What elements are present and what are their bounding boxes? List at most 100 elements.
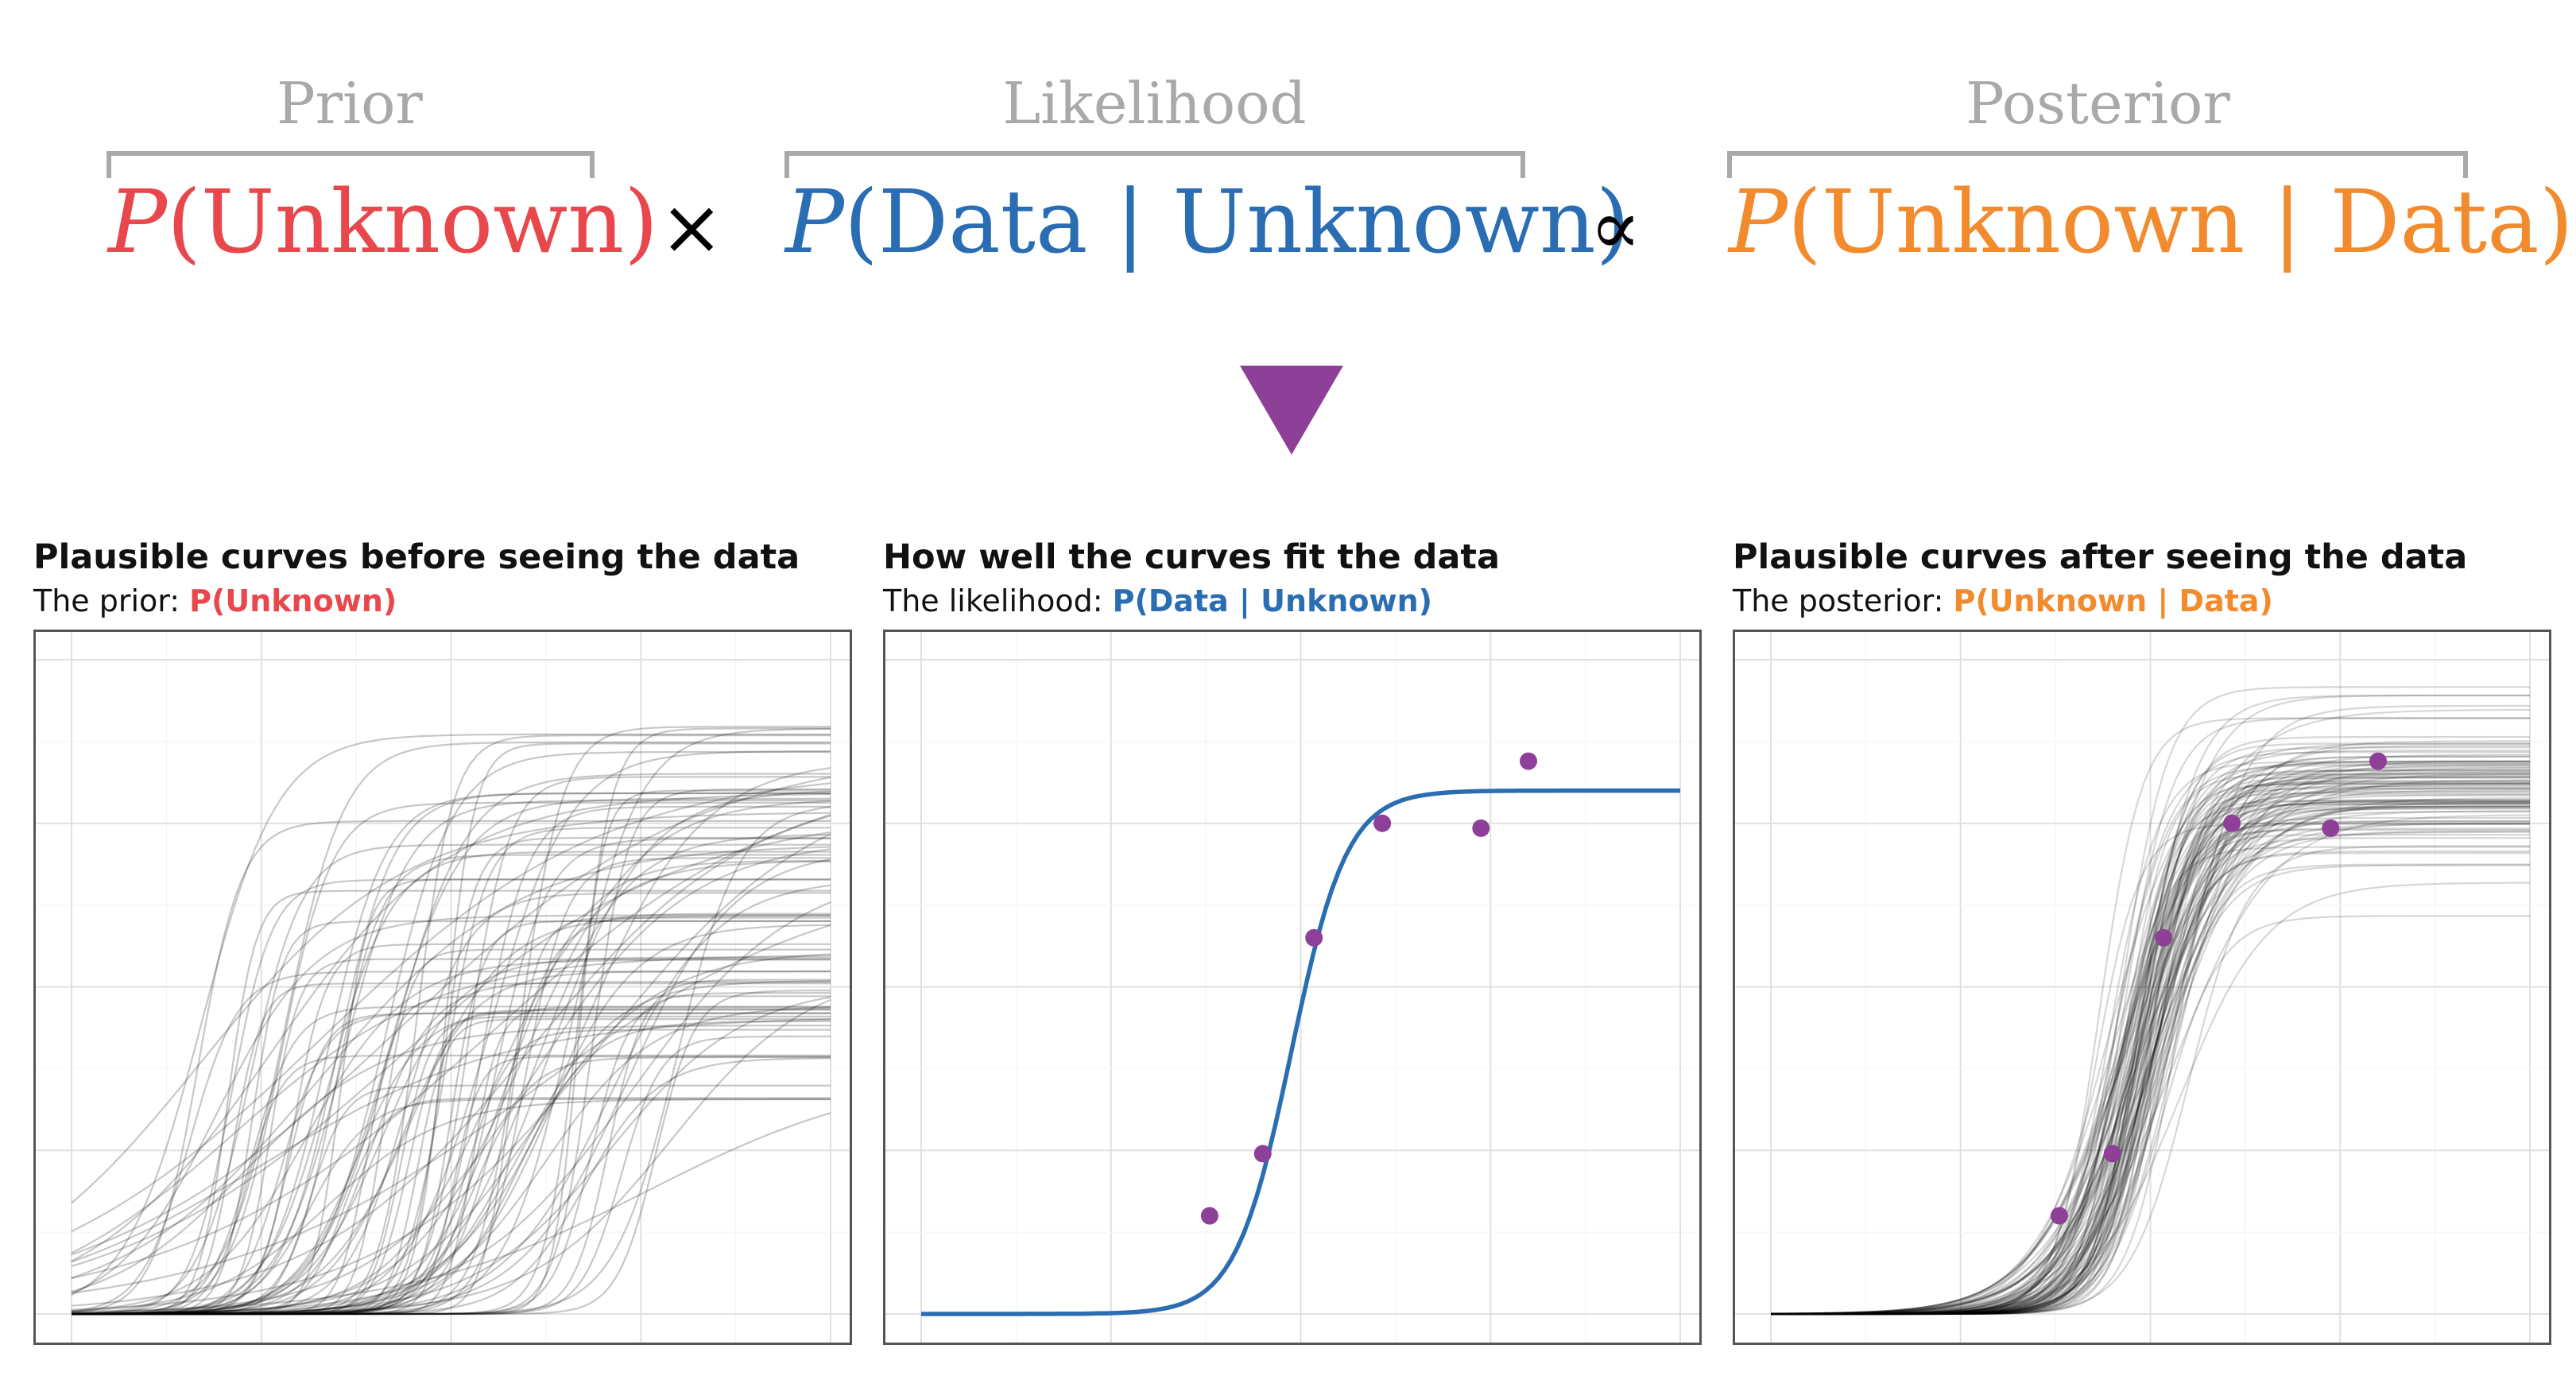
prior-curve — [71, 776, 831, 1256]
prior-curve — [71, 914, 831, 1315]
prior-bracket — [107, 151, 595, 178]
prior-label: Prior — [277, 70, 423, 137]
prior-curve — [71, 848, 831, 1314]
prior-curve — [72, 980, 831, 1316]
plot-svg — [36, 632, 850, 1343]
posterior-curve — [1771, 745, 2530, 1316]
posterior-curve — [1771, 789, 2530, 1315]
posterior-curve — [1771, 807, 2530, 1316]
prior-curve — [72, 1057, 831, 1316]
panel-prior-subtitle-prefix: The prior: — [33, 583, 190, 618]
posterior-curve — [1771, 827, 2530, 1316]
posterior-label: Posterior — [1966, 70, 2230, 137]
prior-curve — [71, 812, 831, 1204]
data-point — [2223, 814, 2241, 832]
panel-posterior-subtitle-highlight: P(Unknown | Data) — [1953, 583, 2273, 618]
posterior-curve — [1771, 863, 2530, 1316]
prior-curve — [72, 827, 831, 1316]
data-point — [2103, 1145, 2121, 1163]
posterior-curve — [1771, 822, 2530, 1315]
posterior-curve — [1771, 776, 2530, 1316]
plot-svg — [885, 632, 1699, 1343]
posterior-curve — [1770, 796, 2530, 1315]
prior-curve — [72, 970, 831, 1315]
posterior-curve — [1771, 800, 2530, 1316]
prior-curve — [71, 782, 831, 1232]
data-point — [1520, 752, 1537, 770]
data-point — [2369, 752, 2387, 770]
prior-curve — [72, 801, 831, 1315]
posterior-curve — [1771, 800, 2530, 1316]
prior-curve — [72, 858, 831, 1316]
prior-curve — [71, 1025, 831, 1292]
posterior-curve — [1771, 802, 2531, 1315]
prior-curve — [72, 776, 831, 1316]
posterior-curve — [1771, 762, 2530, 1316]
panel-likelihood-subtitle-prefix: The likelihood: — [883, 583, 1113, 618]
prior-curve — [71, 831, 831, 1267]
posterior-curve — [1771, 820, 2530, 1316]
prior-curve — [72, 1012, 831, 1316]
posterior-curve — [1771, 694, 2530, 1316]
posterior-curve — [1771, 811, 2530, 1315]
prior-curve — [72, 901, 831, 1315]
prior-curve — [72, 799, 831, 1315]
prior-curve — [72, 998, 831, 1315]
prior-curve — [72, 805, 831, 1316]
posterior-curve — [1771, 787, 2530, 1315]
prior-curve — [72, 1056, 831, 1316]
posterior-curve — [1771, 761, 2530, 1316]
data-point — [2322, 819, 2340, 837]
prior-curve — [72, 773, 831, 1315]
posterior-curve — [1771, 830, 2530, 1315]
prior-curve — [72, 943, 831, 1316]
prior-curve — [72, 1006, 831, 1316]
posterior-curve — [1771, 735, 2530, 1316]
posterior-curve — [1771, 740, 2530, 1316]
posterior-curve — [1770, 771, 2531, 1315]
posterior-curve — [1771, 802, 2530, 1316]
posterior-curve — [1770, 708, 2531, 1315]
posterior-curve — [1771, 850, 2530, 1316]
posterior-curve — [1771, 864, 2530, 1316]
posterior-curve — [1771, 779, 2531, 1315]
data-point — [2050, 1207, 2068, 1225]
posterior-curve — [1771, 755, 2530, 1316]
panel-likelihood-title: How well the curves fit the data — [883, 537, 1500, 577]
prior-curve — [71, 813, 831, 1280]
posterior-curve — [1771, 823, 2530, 1316]
gridlines — [885, 632, 1699, 1343]
gridlines — [1735, 632, 2549, 1343]
posterior-curve — [1771, 769, 2530, 1316]
posterior-curve — [1770, 754, 2531, 1315]
posterior-curve — [1771, 845, 2530, 1316]
prior-curve — [72, 1018, 831, 1316]
posterior-curve — [1771, 829, 2530, 1316]
data-point — [1200, 1207, 1218, 1225]
panel-prior-subtitle-highlight: P(Unknown) — [189, 583, 397, 618]
prior-curve — [71, 815, 831, 1307]
prior-curve — [72, 982, 831, 1316]
posterior-curve — [1771, 823, 2530, 1316]
prior-curve — [72, 878, 831, 1316]
data-point — [1472, 819, 1490, 837]
times-operator: × — [660, 183, 724, 272]
prior-curve — [72, 1009, 831, 1316]
prior-curve — [71, 843, 831, 1315]
posterior-curve — [1771, 882, 2530, 1315]
prior-curve — [72, 979, 831, 1316]
prior-curve — [72, 788, 831, 1316]
posterior-p: P — [1729, 171, 1788, 273]
prior-curve — [72, 956, 831, 1315]
posterior-bracket — [1727, 151, 2468, 178]
panel-posterior-subtitle: The posterior: P(Unknown | Data) — [1733, 583, 2273, 618]
prior-curve — [71, 833, 831, 1311]
posterior-curve — [1771, 776, 2530, 1315]
posterior-curve — [1771, 782, 2530, 1316]
prior-curve — [72, 1035, 831, 1316]
prior-curve — [71, 741, 831, 1315]
prior-curve — [72, 924, 831, 1316]
posterior-curve — [1771, 915, 2530, 1316]
prior-curve — [71, 1018, 831, 1263]
panel-prior-title: Plausible curves before seeing the data — [33, 537, 800, 577]
